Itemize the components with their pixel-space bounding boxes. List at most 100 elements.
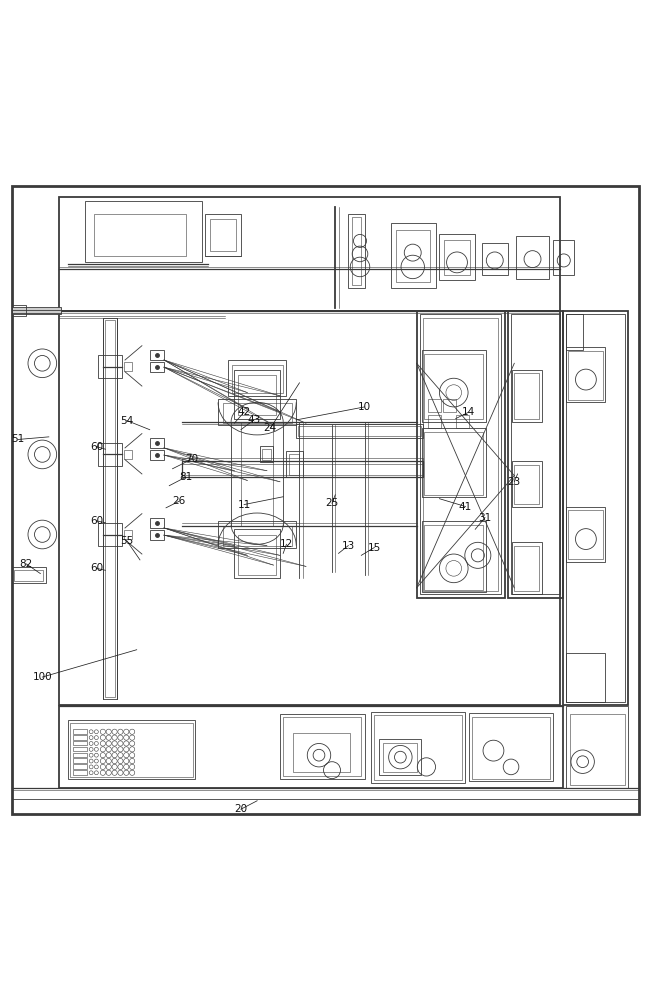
Bar (379, 739, 421, 775)
Text: 23: 23 (508, 477, 521, 487)
Bar (371, 712, 465, 783)
Bar (439, 234, 475, 280)
Bar (238, 535, 276, 575)
Bar (512, 461, 542, 507)
Text: 24: 24 (264, 423, 277, 433)
Bar (150, 438, 164, 448)
Bar (73, 758, 87, 763)
Bar (73, 747, 87, 751)
Bar (482, 243, 508, 275)
Bar (98, 355, 122, 378)
Bar (570, 714, 625, 785)
Bar (417, 311, 505, 598)
Text: 14: 14 (462, 407, 475, 417)
Bar (105, 320, 115, 697)
Bar (12, 567, 46, 583)
Bar (150, 518, 164, 528)
Bar (286, 451, 303, 477)
Text: 13: 13 (342, 541, 355, 551)
Text: 15: 15 (368, 543, 381, 553)
Bar (234, 370, 280, 419)
Bar (73, 753, 87, 757)
Bar (566, 347, 605, 402)
Bar (182, 458, 423, 461)
Bar (566, 706, 628, 788)
Bar (422, 521, 486, 592)
Text: 12: 12 (280, 539, 293, 549)
Bar (262, 449, 271, 460)
Bar (150, 450, 164, 460)
Text: 60: 60 (90, 516, 103, 526)
Bar (150, 350, 164, 360)
Bar (182, 464, 423, 475)
Bar (424, 525, 483, 590)
Bar (182, 461, 423, 477)
Bar (98, 443, 122, 466)
Bar (444, 240, 470, 275)
Bar (283, 717, 361, 776)
Bar (210, 219, 236, 251)
Text: 54: 54 (120, 416, 133, 426)
Bar (383, 743, 417, 772)
Bar (568, 510, 603, 559)
Bar (422, 428, 486, 497)
Bar (568, 351, 603, 400)
Bar (512, 542, 542, 594)
Bar (218, 399, 296, 425)
Bar (396, 230, 430, 282)
Bar (566, 507, 605, 562)
Bar (566, 653, 605, 702)
Bar (94, 214, 186, 256)
Text: 25: 25 (326, 498, 339, 508)
Bar (98, 523, 122, 546)
Bar (12, 305, 26, 316)
Bar (205, 214, 241, 256)
Bar (514, 373, 539, 419)
Bar (422, 350, 486, 422)
Bar (223, 526, 292, 546)
Bar (443, 399, 456, 412)
Bar (260, 446, 273, 462)
Bar (73, 770, 87, 775)
Bar (516, 236, 549, 279)
Text: 70: 70 (186, 454, 199, 464)
Text: 20: 20 (234, 804, 247, 814)
Bar (68, 720, 195, 779)
Text: 60: 60 (90, 442, 103, 452)
Bar (14, 570, 43, 581)
Bar (296, 424, 423, 438)
Bar (238, 375, 276, 415)
Bar (423, 318, 498, 591)
Bar (511, 314, 560, 594)
Bar (59, 197, 560, 311)
Text: 41: 41 (459, 502, 472, 512)
Bar (472, 717, 550, 779)
Text: 82: 82 (20, 559, 33, 569)
Bar (293, 733, 350, 772)
Bar (352, 217, 361, 285)
Bar (73, 729, 87, 734)
Text: 11: 11 (238, 500, 251, 510)
Bar (289, 454, 299, 475)
Bar (469, 713, 553, 781)
Bar (124, 450, 132, 459)
Text: 31: 31 (478, 513, 492, 523)
Bar (456, 415, 469, 428)
Bar (553, 240, 574, 275)
Text: 42: 42 (238, 407, 251, 417)
Bar (85, 201, 202, 262)
Bar (374, 715, 462, 780)
Text: 10: 10 (358, 402, 371, 412)
Bar (566, 314, 583, 350)
Text: 51: 51 (12, 434, 25, 444)
Bar (150, 362, 164, 372)
Bar (280, 714, 365, 779)
Text: 43: 43 (247, 415, 260, 425)
Text: 60: 60 (90, 563, 103, 573)
Text: 26: 26 (173, 496, 186, 506)
Bar (232, 365, 283, 393)
Bar (70, 723, 193, 777)
Bar (234, 529, 280, 578)
Bar (223, 403, 292, 423)
Bar (512, 370, 542, 422)
